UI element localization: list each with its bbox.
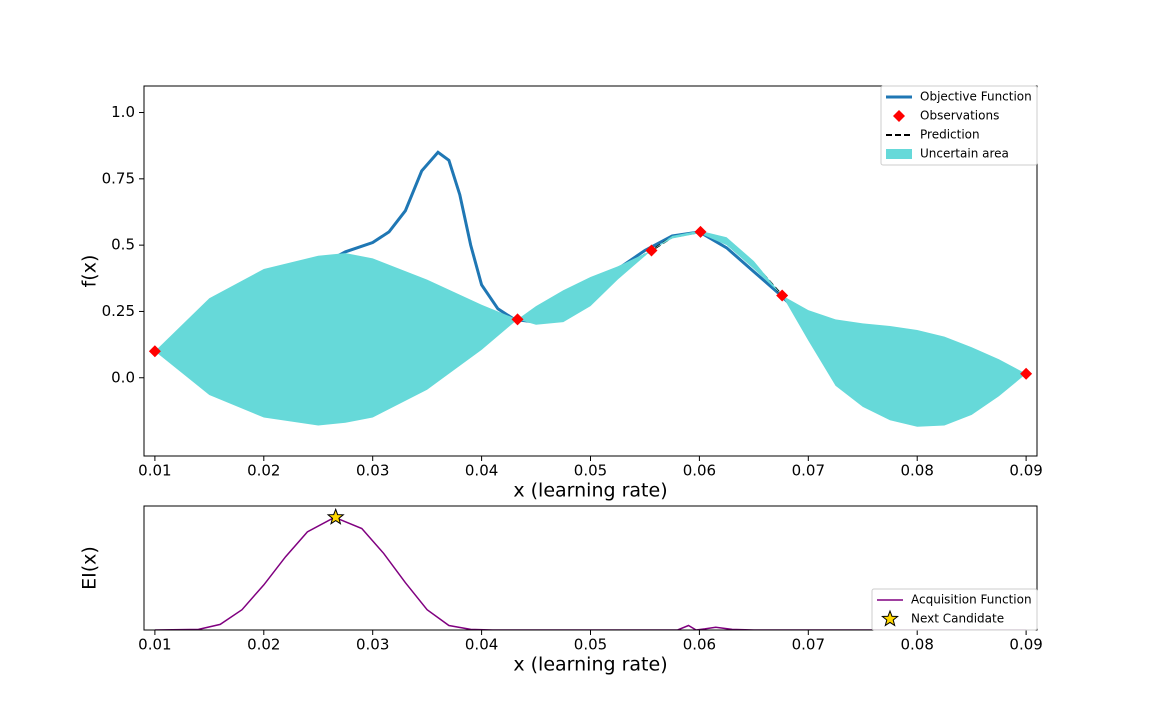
x-axis-label: x (learning rate) [513,480,667,502]
observation-marker [148,345,161,358]
x-tick-label: 0.01 [138,636,171,654]
y-axis-label: EI(x) [79,546,101,590]
x-tick-label: 0.05 [574,636,607,654]
subplot: 0.01 0.02 0.03 0.04 0.05 0.06 0.07 0.08 0.09 0.0 0… [79,85,1043,502]
x-axis-label: x (learning rate) [513,654,667,676]
plot-area [154,150,1027,427]
observation-marker [1020,367,1033,380]
legend-label: Observations [920,109,999,123]
x-tick-label: 0.07 [792,462,825,480]
legend-label: Uncertain area [920,147,1009,161]
x-tick-label: 0.03 [356,636,389,654]
legend-label: Prediction [920,128,980,142]
x-tick-label: 0.02 [247,636,280,654]
x-tick-label: 0.06 [683,636,716,654]
legend-box [880,85,1038,166]
x-tick-label: 0.09 [1009,462,1042,480]
legend: Acquisition Function Next Candidate [871,588,1038,631]
x-tick-label: 0.01 [138,462,171,480]
legend-swatch [893,110,905,122]
uncertainty-band [154,230,1027,427]
legend-swatch [886,149,912,159]
observation-marker [776,289,789,302]
x-tick-label: 0.07 [792,636,825,654]
x-tick-label: 0.02 [247,462,280,480]
observation-marker [511,313,524,326]
y-tick-label: 1.0 [111,103,135,121]
legend: Objective Function Observations Prediction… [880,85,1038,166]
candidate-marker [326,507,345,525]
subplot: 0.01 0.02 0.03 0.04 0.05 0.06 0.07 0.08 0.09 x (l… [79,505,1043,676]
x-tick-label: 0.05 [574,462,607,480]
x-tick-label: 0.03 [356,462,389,480]
y-tick-label: 0.25 [102,302,135,320]
x-tick-label: 0.09 [1009,636,1042,654]
x-tick-label: 0.04 [465,636,498,654]
legend-swatch [881,609,899,627]
x-tick-label: 0.08 [901,462,934,480]
y-tick-label: 0.5 [111,236,135,254]
plot-area [154,516,1027,630]
y-tick-label: 0.75 [102,169,135,187]
x-tick-label: 0.04 [465,462,498,480]
y-axis-label: f(x) [79,255,101,288]
y-tick-label: 0.0 [111,368,135,386]
x-tick-label: 0.08 [901,636,934,654]
x-tick-label: 0.06 [683,462,716,480]
observation-marker [645,244,658,257]
legend-label: Next Candidate [911,612,1004,626]
legend-box [871,588,1038,631]
legend-label: Acquisition Function [911,593,1032,607]
legend-label: Objective Function [920,90,1032,104]
line [154,516,1027,630]
observation-marker [694,225,707,238]
